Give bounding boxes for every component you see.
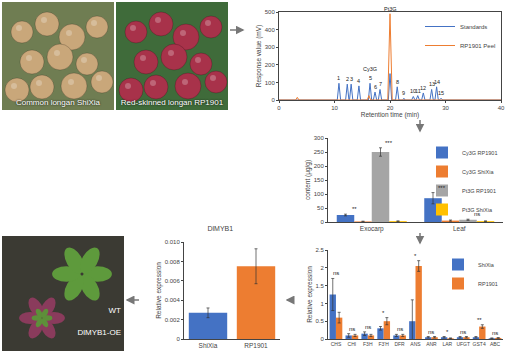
svg-text:8: 8 — [396, 79, 399, 85]
svg-text:0.008: 0.008 — [165, 259, 181, 265]
svg-text:Relative expression: Relative expression — [306, 266, 314, 323]
svg-text:ns: ns — [428, 329, 434, 335]
svg-text:CHI: CHI — [348, 341, 357, 347]
svg-text:F3'H: F3'H — [378, 341, 389, 347]
svg-text:10: 10 — [410, 88, 416, 94]
svg-text:Pt3G RP1901: Pt3G RP1901 — [462, 188, 496, 194]
svg-text:1: 1 — [320, 301, 324, 307]
svg-text:0.002: 0.002 — [165, 317, 181, 323]
svg-text:*: * — [446, 329, 449, 335]
svg-text:1: 1 — [337, 75, 340, 81]
svg-text:Standards: Standards — [460, 24, 487, 30]
svg-text:0: 0 — [320, 336, 324, 342]
svg-text:13: 13 — [429, 81, 435, 87]
svg-text:2.5: 2.5 — [315, 247, 324, 253]
svg-text:*: * — [382, 310, 385, 316]
svg-text:**: ** — [477, 317, 482, 323]
svg-text:0.010: 0.010 — [165, 239, 181, 245]
svg-text:CHS: CHS — [331, 341, 342, 347]
svg-text:7: 7 — [379, 81, 382, 87]
svg-text:300: 300 — [265, 44, 276, 50]
svg-text:14: 14 — [434, 79, 440, 85]
svg-text:ANR: ANR — [426, 341, 437, 347]
svg-text:***: *** — [385, 140, 393, 146]
svg-text:*: * — [414, 253, 417, 259]
svg-text:0: 0 — [176, 336, 180, 342]
svg-text:100: 100 — [265, 80, 276, 86]
svg-text:Retention time (min): Retention time (min) — [361, 111, 420, 119]
svg-text:100: 100 — [314, 191, 325, 197]
svg-text:RP1901: RP1901 — [244, 342, 268, 349]
svg-text:150: 150 — [314, 177, 325, 183]
svg-text:0: 0 — [320, 219, 324, 225]
svg-text:Cy3G RP1901: Cy3G RP1901 — [462, 150, 497, 156]
svg-text:9: 9 — [402, 90, 405, 96]
svg-text:15: 15 — [438, 90, 444, 96]
svg-text:400: 400 — [265, 27, 276, 33]
svg-text:200: 200 — [265, 62, 276, 68]
html-text:Red-skinned longan RP1901: Red-skinned longan RP1901 — [120, 98, 224, 107]
svg-text:Pt3G ShiXia: Pt3G ShiXia — [462, 207, 493, 213]
svg-text:ns: ns — [397, 326, 403, 332]
svg-text:40: 40 — [498, 105, 505, 111]
svg-text:300: 300 — [314, 135, 325, 141]
svg-text:ns: ns — [365, 324, 371, 330]
svg-text:Response value (mV): Response value (mV) — [255, 25, 263, 88]
html-text:WT: WT — [108, 306, 121, 315]
svg-text:***: *** — [438, 185, 446, 191]
svg-text:RP1901: RP1901 — [478, 281, 498, 287]
svg-text:content (μg/g): content (μg/g) — [304, 160, 312, 200]
html-text:Common longan ShiXia: Common longan ShiXia — [16, 98, 100, 107]
svg-text:Exocarp: Exocarp — [360, 225, 384, 233]
svg-text:200: 200 — [314, 163, 325, 169]
svg-text:3: 3 — [350, 76, 353, 82]
svg-text:30: 30 — [442, 105, 449, 111]
svg-text:F3H: F3H — [363, 341, 373, 347]
svg-text:Leaf: Leaf — [453, 225, 466, 232]
svg-text:250: 250 — [314, 149, 325, 155]
html-text:DlMYB1-OE: DlMYB1-OE — [77, 328, 121, 337]
svg-text:**: ** — [352, 206, 357, 212]
svg-text:1.5: 1.5 — [315, 283, 324, 289]
svg-text:ABC: ABC — [490, 341, 501, 347]
svg-text:ns: ns — [460, 329, 466, 335]
svg-text:Relative expression: Relative expression — [155, 262, 163, 319]
svg-text:500: 500 — [265, 9, 276, 15]
svg-text:12: 12 — [420, 85, 426, 91]
svg-text:DFR: DFR — [394, 341, 405, 347]
svg-text:ns: ns — [349, 326, 355, 332]
svg-text:50: 50 — [317, 205, 324, 211]
svg-text:6: 6 — [374, 84, 377, 90]
svg-text:ns: ns — [492, 330, 498, 336]
svg-text:2: 2 — [346, 76, 349, 82]
svg-text:Cy3G: Cy3G — [363, 66, 377, 72]
svg-text:Pt3G: Pt3G — [384, 6, 397, 12]
svg-text:10: 10 — [331, 105, 338, 111]
svg-text:GST4: GST4 — [473, 341, 486, 347]
svg-text:4: 4 — [357, 78, 360, 84]
svg-text:UFGT: UFGT — [456, 341, 470, 347]
svg-text:ShiXia: ShiXia — [478, 262, 495, 268]
svg-text:RP1901 Peel: RP1901 Peel — [460, 43, 495, 49]
svg-text:ANS: ANS — [410, 341, 421, 347]
svg-text:DlMYB1: DlMYB1 — [207, 225, 233, 232]
svg-text:ns: ns — [333, 270, 339, 276]
svg-text:ns: ns — [474, 211, 480, 217]
svg-text:20: 20 — [387, 105, 394, 111]
svg-text:5: 5 — [369, 75, 372, 81]
svg-text:LAR: LAR — [442, 341, 452, 347]
svg-text:2: 2 — [320, 265, 324, 271]
svg-text:0: 0 — [277, 105, 281, 111]
svg-text:ShiXia: ShiXia — [199, 342, 218, 349]
svg-text:0.004: 0.004 — [165, 297, 181, 303]
svg-text:11: 11 — [415, 88, 421, 94]
svg-text:0.5: 0.5 — [315, 318, 324, 324]
svg-text:0: 0 — [271, 97, 275, 103]
svg-text:Cy3G ShiXia: Cy3G ShiXia — [462, 169, 494, 175]
svg-text:0.006: 0.006 — [165, 278, 181, 284]
